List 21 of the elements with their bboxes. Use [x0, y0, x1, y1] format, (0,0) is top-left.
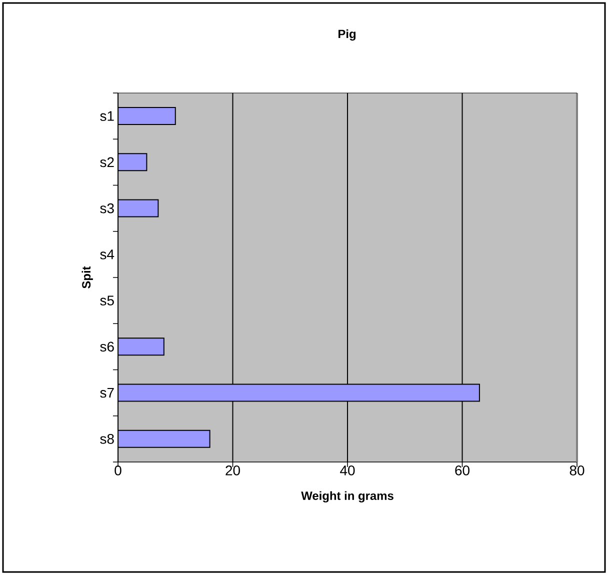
y-tick-label: s1	[100, 111, 114, 121]
bar	[118, 107, 176, 126]
bar	[118, 338, 164, 356]
y-tick-label: s5	[100, 296, 114, 306]
y-tick-label: s3	[100, 203, 114, 214]
y-tick-label: s8	[100, 434, 114, 444]
x-axis-title: Weight in grams	[301, 491, 394, 502]
x-tick-label: 20	[226, 466, 240, 476]
y-tick-label: s7	[100, 388, 114, 398]
bar	[118, 153, 148, 172]
bar	[118, 430, 210, 448]
x-tick-label: 60	[455, 466, 470, 476]
chart-title: Pig	[338, 29, 356, 41]
y-tick-label: s2	[100, 157, 114, 168]
x-tick-label: 80	[570, 466, 584, 476]
y-tick-label: s4	[100, 250, 114, 260]
y-tick-label: s6	[100, 342, 114, 352]
x-tick-label: 0	[114, 466, 122, 476]
x-tick-label: 40	[340, 466, 355, 476]
bar	[118, 199, 159, 218]
y-axis-title: Spit	[82, 266, 93, 288]
